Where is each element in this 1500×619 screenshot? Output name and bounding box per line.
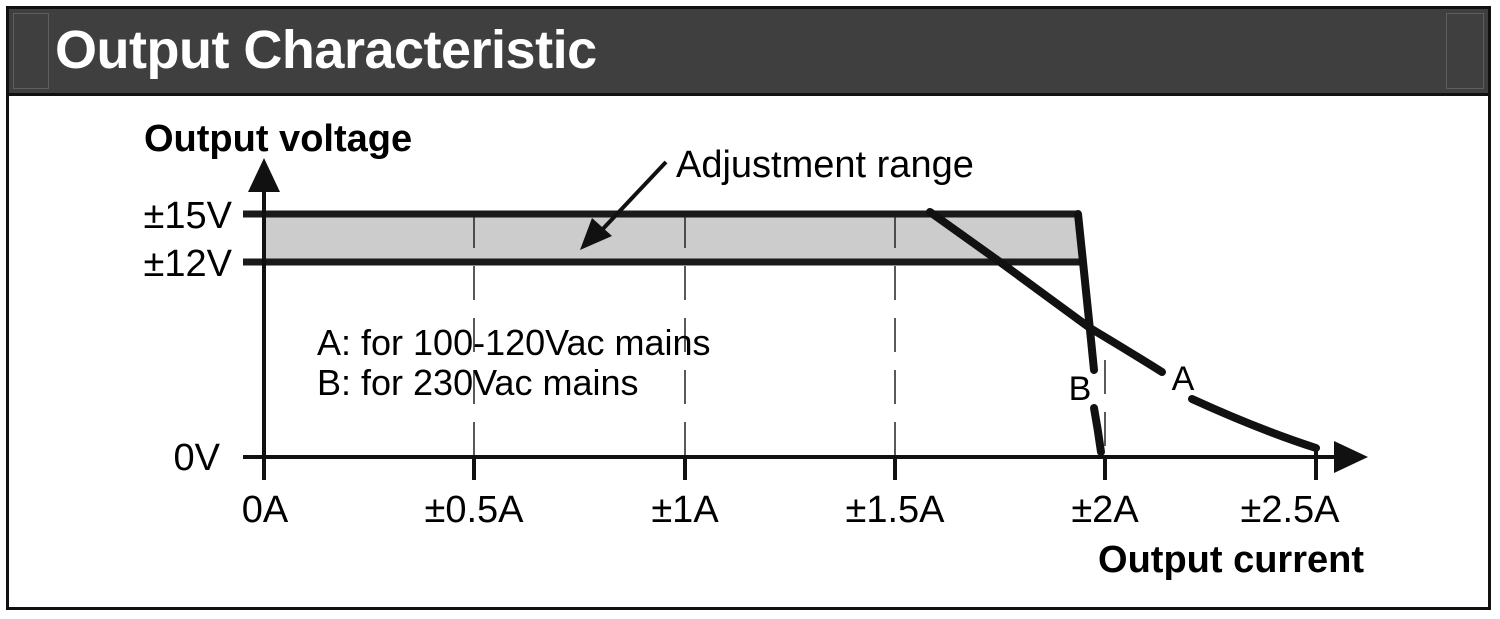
y-tick-0V: 0V bbox=[174, 437, 221, 479]
chart-title: Output Characteristic bbox=[55, 20, 597, 80]
curve-b-label: B bbox=[1069, 370, 1092, 408]
adjustment-range-label: Adjustment range bbox=[676, 144, 974, 186]
curve-b-lower bbox=[1090, 404, 1105, 456]
x-axis-title: Output current bbox=[1098, 539, 1364, 581]
x-axis-arrow-icon bbox=[1334, 441, 1368, 473]
legend-b: B: for 230Vac mains bbox=[317, 362, 639, 403]
x-tick-2.5A: ±2.5A bbox=[1240, 489, 1340, 531]
header-inset-left bbox=[13, 13, 49, 89]
header-inset-right bbox=[1446, 13, 1484, 89]
y-axis-arrow-icon bbox=[248, 158, 280, 192]
adjustment-range-band bbox=[264, 214, 1080, 262]
adjustment-arrow-icon bbox=[580, 218, 612, 250]
x-tick-1.5A: ±1.5A bbox=[845, 489, 945, 531]
curve-a-upper bbox=[926, 208, 1166, 376]
y-axis-title: Output voltage bbox=[144, 118, 412, 160]
chart-header: Output Characteristic bbox=[9, 9, 1488, 96]
curve-a-lower bbox=[1188, 395, 1320, 452]
x-tick-0.5A: ±0.5A bbox=[424, 489, 524, 531]
legend-a: A: for 100-120Vac mains bbox=[317, 322, 711, 363]
grid-lines bbox=[473, 214, 1106, 457]
chart-frame: Output Characteristic bbox=[6, 6, 1491, 610]
curve-b-upper bbox=[1074, 210, 1098, 374]
x-tick-0A: 0A bbox=[242, 489, 289, 531]
y-tick-12V: ±12V bbox=[144, 243, 233, 285]
y-tick-15V: ±15V bbox=[144, 195, 233, 237]
x-tick-2A: ±2A bbox=[1071, 489, 1139, 531]
curve-a-label: A bbox=[1172, 360, 1195, 398]
adjustment-arrow-shaft bbox=[598, 160, 668, 234]
x-ticks bbox=[472, 448, 1318, 480]
x-tick-1A: ±1A bbox=[651, 489, 719, 531]
